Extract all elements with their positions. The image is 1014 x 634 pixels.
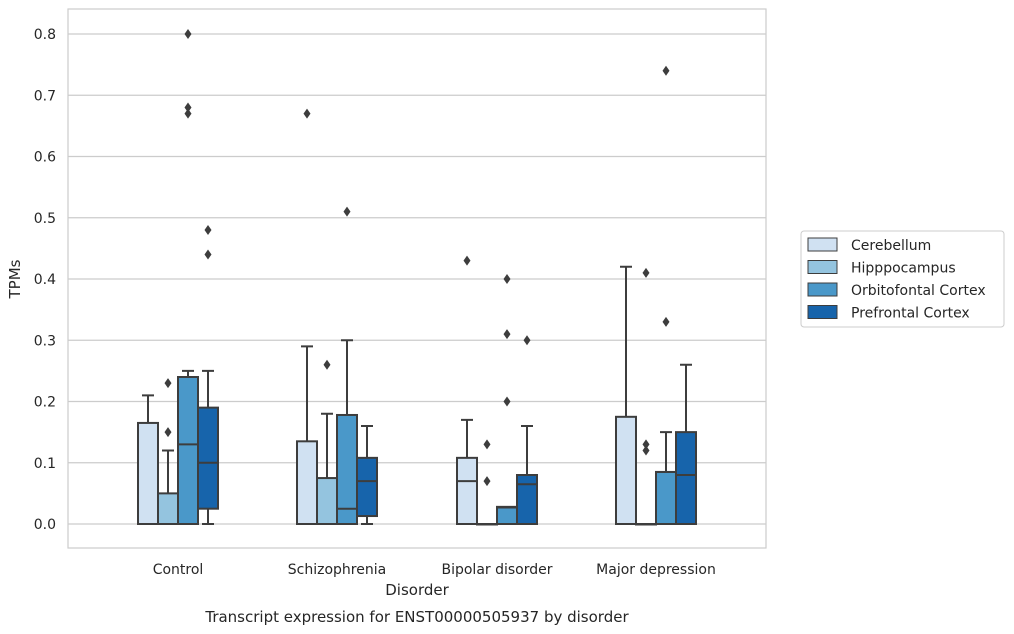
box-rect [177,376,199,525]
box-rect [655,470,677,525]
outlier-point [642,445,650,456]
box-1-3 [635,267,657,526]
box-rect [356,456,378,518]
outlier-point [463,255,471,266]
outlier-point [204,249,212,260]
box-0-0 [137,394,159,525]
box-2-3 [655,65,677,525]
box-0-3 [615,265,637,525]
outlier-point [184,102,192,113]
box-rect [516,474,538,525]
x-tick-label: Bipolar disorder [441,562,552,578]
y-tick-label: 0.4 [34,272,56,288]
outlier-point [303,108,311,119]
outlier-point [204,225,212,235]
outlier-point [503,396,511,407]
legend-label: Hipppocampus [851,261,956,277]
outlier-point [642,439,650,450]
y-tick-label: 0.6 [34,150,56,166]
y-tick-label: 0.0 [34,517,56,533]
box-rect [316,477,338,525]
outlier-point [164,427,172,438]
legend-label: Cerebellum [851,238,931,254]
box-3-1 [356,425,378,525]
box-1-0 [157,378,179,525]
chart-caption: Transcript expression for ENST0000050593… [204,608,629,626]
legend-swatch [807,260,838,274]
outlier-point [483,476,491,487]
x-tick-labels: Control Schizophrenia Bipolar disorder Majo… [153,562,716,578]
boxes [137,29,697,526]
y-tick-label: 0.8 [34,27,56,43]
outlier-point [184,29,192,39]
box-3-2 [516,335,538,525]
box-rect [137,421,159,525]
box-3-3 [675,363,697,525]
plot-frame [67,8,767,549]
outlier-point [662,65,670,76]
box-0-2 [456,255,478,526]
y-tick-label: 0.5 [34,211,56,227]
outlier-point [642,267,650,278]
box-rect [296,440,318,525]
legend-label: Prefrontal Cortex [851,306,970,322]
outlier-point [662,316,670,327]
outlier-point [503,274,511,284]
legend-frame [800,230,1005,328]
box-1-1 [316,359,338,525]
y-tick-label: 0.2 [34,395,56,411]
box-rect [336,413,358,526]
box-rect [675,431,697,525]
box-rect [197,406,219,510]
box-rect [615,415,637,525]
x-axis-label: Disorder [385,581,449,599]
box-0-1 [296,108,318,525]
outlier-point [343,206,351,217]
outlier-point [503,329,511,340]
box-1-2 [476,439,498,526]
legend: Cerebellum Hipppocampus Orbitofontal Corte… [800,230,1005,328]
x-tick-label: Major depression [596,562,716,578]
box-rect [157,492,179,525]
y-tick-labels: 0.0 0.1 0.2 0.3 0.4 0.5 0.6 0.7 0.8 [34,27,56,533]
y-tick-label: 0.1 [34,456,56,472]
outlier-point [523,335,531,346]
box-3-0 [197,225,219,525]
x-tick-label: Control [153,562,204,578]
outlier-point [483,439,491,450]
legend-swatch [807,305,838,319]
y-tick-label: 0.7 [34,88,56,104]
box-2-0 [177,29,199,525]
legend-swatch [807,237,838,252]
outlier-point [184,108,192,119]
y-axis-label: TPMs [6,259,24,299]
outlier-point [164,378,172,389]
x-tick-label: Schizophrenia [288,562,386,578]
y-tick-label: 0.3 [34,333,56,349]
box-rect [456,456,478,526]
legend-swatch [807,282,838,297]
box-2-1 [336,206,358,526]
outlier-point [323,359,331,370]
box-2-2 [496,274,518,526]
legend-label: Orbitofontal Cortex [851,283,986,299]
box-rect [496,505,518,526]
